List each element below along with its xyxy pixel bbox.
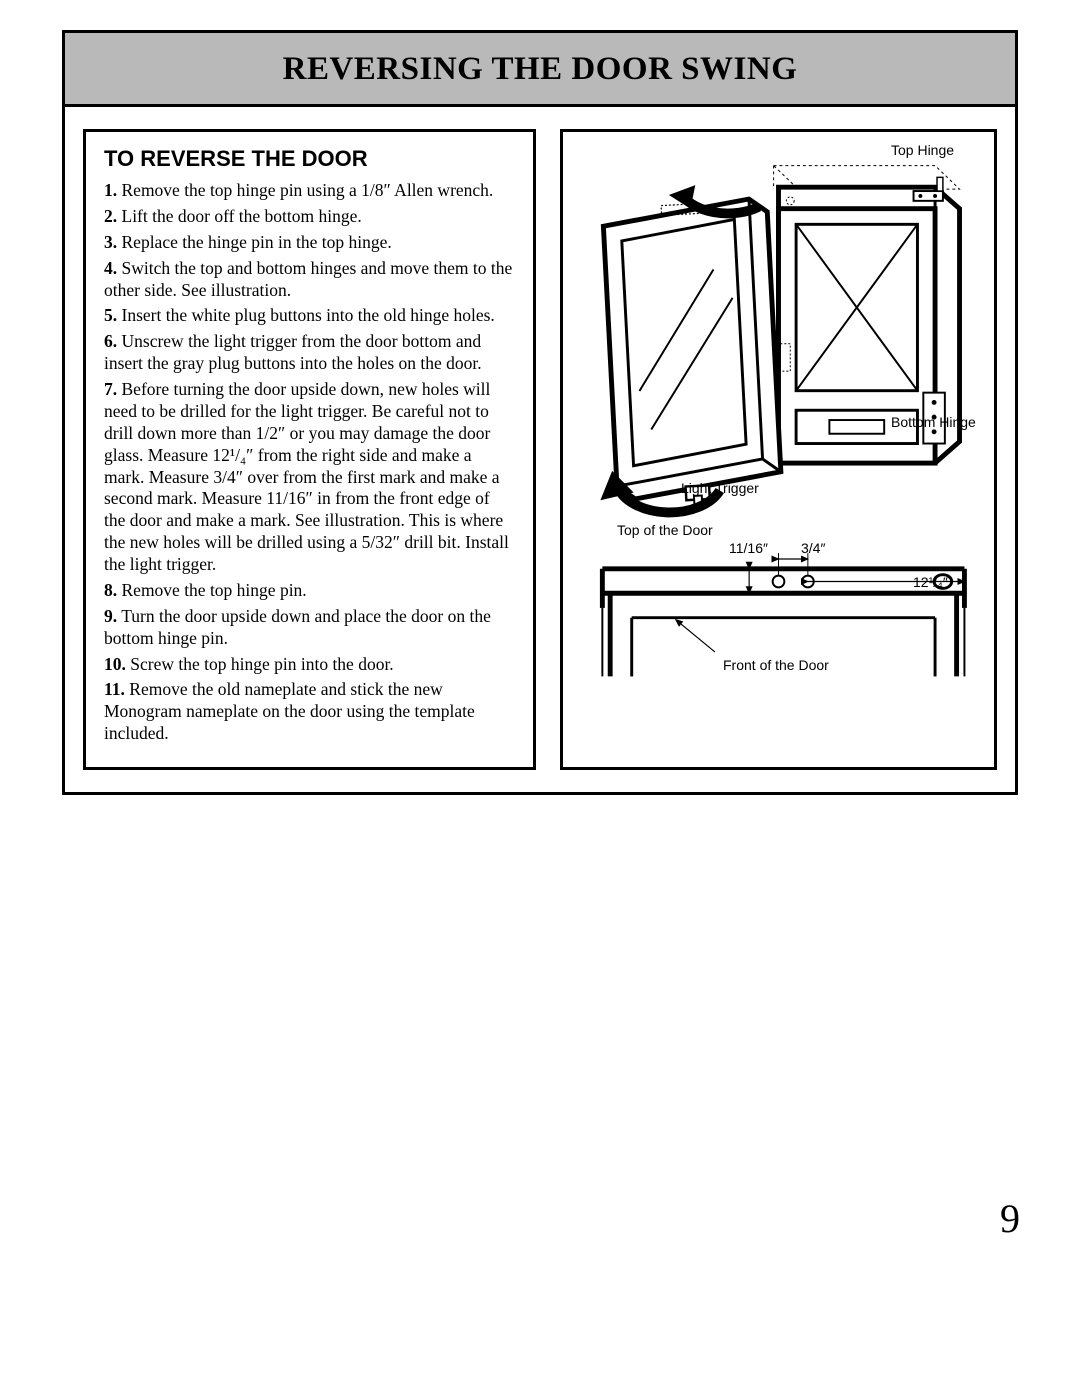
top-hinge-label: Top Hinge (891, 142, 954, 158)
step: 11. Remove the old nameplate and stick t… (104, 679, 515, 745)
light-trigger-label: Light Trigger (681, 480, 759, 496)
step-text: Switch the top and bottom hinges and mov… (104, 258, 512, 300)
step-text: Before turning the door upside down, new… (104, 379, 509, 574)
section-heading: TO REVERSE THE DOOR (104, 146, 515, 172)
step-text: Remove the top hinge pin using a 1/8″ Al… (122, 180, 494, 200)
step: 2. Lift the door off the bottom hinge. (104, 206, 515, 228)
page-number: 9 (1000, 1195, 1020, 1242)
step: 6. Unscrew the light trigger from the do… (104, 331, 515, 375)
step-text: Remove the old nameplate and stick the n… (104, 679, 475, 743)
top-of-door-label: Top of the Door (617, 522, 713, 538)
step: 3. Replace the hinge pin in the top hing… (104, 232, 515, 254)
step-text: Insert the white plug buttons into the o… (122, 305, 495, 325)
step-text: Turn the door upside down and place the … (104, 606, 491, 648)
step: 5. Insert the white plug buttons into th… (104, 305, 515, 327)
step-text: Replace the hinge pin in the top hinge. (122, 232, 392, 252)
instructions-panel: TO REVERSE THE DOOR 1. Remove the top hi… (83, 129, 536, 770)
door-icon (602, 198, 782, 510)
step-text: Unscrew the light trigger from the door … (104, 331, 482, 373)
diagram-panel: Top Hinge Bottom Hinge Light Trigger Top… (560, 129, 997, 770)
step-text: Screw the top hinge pin into the door. (130, 654, 393, 674)
step: 7. Before turning the door upside down, … (104, 379, 515, 576)
step: 1. Remove the top hinge pin using a 1/8″… (104, 180, 515, 202)
step: 10. Screw the top hinge pin into the doo… (104, 654, 515, 676)
title-box: REVERSING THE DOOR SWING (65, 33, 1015, 107)
dim-3-4: 3/4″ (801, 540, 825, 556)
step: 9. Turn the door upside down and place t… (104, 606, 515, 650)
step-text: Lift the door off the bottom hinge. (122, 206, 362, 226)
page-title: REVERSING THE DOOR SWING (65, 51, 1015, 88)
step-text: Remove the top hinge pin. (122, 580, 307, 600)
dim-11-16: 11/16″ (729, 540, 768, 556)
dim-12-1-4: 12¹/₄″ (913, 574, 948, 590)
diagram: Top Hinge Bottom Hinge Light Trigger Top… (573, 142, 984, 702)
columns: TO REVERSE THE DOOR 1. Remove the top hi… (65, 107, 1015, 792)
front-of-door-label: Front of the Door (723, 657, 829, 673)
step: 8. Remove the top hinge pin. (104, 580, 515, 602)
bottom-hinge-label: Bottom Hinge (891, 414, 976, 430)
step: 4. Switch the top and bottom hinges and … (104, 258, 515, 302)
page-frame: REVERSING THE DOOR SWING TO REVERSE THE … (62, 30, 1018, 795)
